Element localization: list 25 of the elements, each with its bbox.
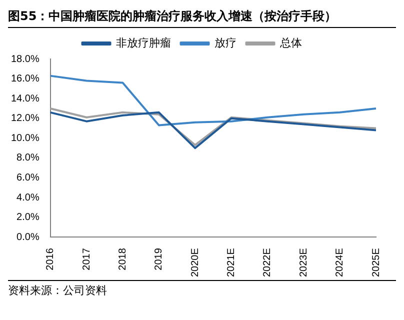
legend-label: 非放疗肿瘤 [116,36,171,50]
y-tick-label: 12.0% [10,113,40,124]
y-tick-label: 6.0% [16,172,40,184]
y-tick-label: 10.0% [10,132,40,144]
x-tick-label: 2022E [262,248,274,278]
x-tick-label: 2017 [81,248,92,270]
legend-label: 总体 [278,36,302,50]
x-tick-label: 2016 [45,248,56,270]
x-tick-label: 2023E [298,248,310,278]
y-tick-label: 2.0% [16,212,40,224]
x-tick-label: 2019 [154,248,165,270]
y-tick-label: 8.0% [16,152,40,164]
x-tick-label: 2024E [334,248,346,278]
y-tick-label: 4.0% [16,192,40,204]
text: 资料来源：公司资料 [8,280,396,298]
y-tick-label: 14.0% [10,93,40,104]
x-tick-label: 2025E [370,248,382,278]
chart-title: 图55：中国肿瘤医院的肿瘤治疗服务收入增速（按治疗手段） [8,8,396,28]
y-tick-label: 18.0% [10,54,40,65]
x-tick-label: 2020E [190,248,201,278]
y-tick-label: 16.0% [10,74,40,85]
legend-label: 放疗 [214,36,236,50]
y-tick-label: 0.0% [16,232,40,243]
x-tick-label: 2021E [226,248,238,278]
x-tick-label: 2018 [117,248,128,270]
